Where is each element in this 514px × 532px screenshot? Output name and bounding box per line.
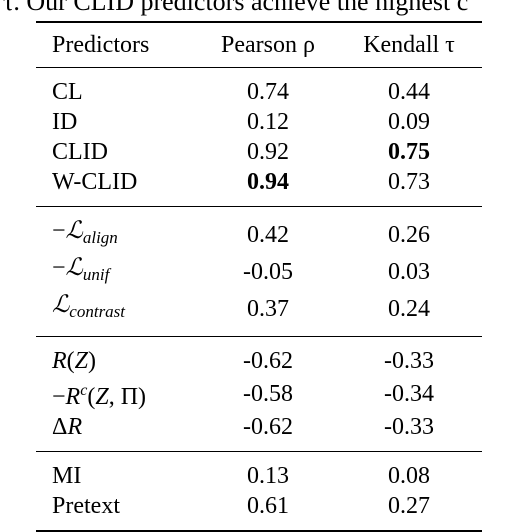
table-row: −ℒalign 0.42 0.26 [36, 206, 482, 254]
table-caption: ll τ. Our CLID predictors achieve the hi… [0, 0, 469, 16]
pearson-value: 0.37 [247, 295, 289, 322]
kendall-value: -0.33 [384, 414, 434, 440]
predictor-name: MI [52, 463, 82, 489]
predictor-name: CLID [52, 139, 108, 165]
header-row: Predictors Pearson ρ Kendall τ [36, 22, 482, 68]
table-row: W-CLID 0.94 0.73 [36, 167, 482, 207]
predictor-name: R(Z) [52, 348, 97, 374]
table-row: ΔR -0.62 -0.33 [36, 412, 482, 452]
header-predictors: Predictors [52, 32, 150, 58]
header-kendall: Kendall τ [363, 32, 455, 58]
kendall-value: -0.34 [384, 381, 434, 407]
pearson-value: 0.42 [247, 221, 289, 248]
predictor-name: −ℒunif [52, 255, 110, 284]
kendall-value: 0.08 [388, 463, 430, 489]
predictor-name: ΔR [52, 414, 83, 440]
table-row: MI 0.13 0.08 [36, 451, 482, 492]
table-row: ℒcontrast 0.37 0.24 [36, 290, 482, 337]
table-row: CL 0.74 0.44 [36, 67, 482, 108]
kendall-value: 0.26 [388, 221, 430, 248]
pearson-value: 0.13 [247, 463, 289, 489]
pearson-value: -0.62 [243, 348, 293, 374]
header-pearson: Pearson ρ [221, 32, 315, 58]
kendall-value: 0.24 [388, 295, 430, 322]
predictor-name: Pretext [52, 493, 120, 519]
predictor-name: ID [52, 109, 78, 135]
table-row: CLID 0.92 0.75 [36, 137, 482, 167]
predictor-name: −ℒalign [52, 218, 118, 247]
pearson-value: -0.58 [243, 381, 293, 407]
pearson-value-best: 0.94 [247, 169, 289, 195]
pearson-value: 0.74 [247, 79, 289, 105]
predictor-name: CL [52, 79, 83, 105]
kendall-value-best: 0.75 [388, 139, 430, 165]
table-row: ID 0.12 0.09 [36, 107, 482, 137]
kendall-value: 0.09 [388, 109, 430, 135]
kendall-value: 0.27 [388, 493, 430, 519]
kendall-value: 0.03 [388, 258, 430, 285]
kendall-value: 0.73 [388, 169, 430, 195]
predictor-name: ℒcontrast [52, 292, 126, 321]
kendall-value: 0.44 [388, 79, 430, 105]
pearson-value: 0.61 [247, 493, 289, 519]
pearson-value: -0.62 [243, 414, 293, 440]
pearson-value: 0.12 [247, 109, 289, 135]
table-row: Pretext 0.61 0.27 [36, 491, 482, 531]
table-row: R(Z) -0.62 -0.33 [36, 336, 482, 377]
predictor-name: −Rc(Z, Π) [52, 382, 147, 410]
table-row: −ℒunif -0.05 0.03 [36, 253, 482, 290]
kendall-value: -0.33 [384, 348, 434, 374]
pearson-value: -0.05 [243, 258, 293, 285]
table-row: −Rc(Z, Π) -0.58 -0.34 [36, 376, 482, 412]
predictor-name: W-CLID [52, 169, 138, 195]
results-table: Predictors Pearson ρ Kendall τ CL 0.74 0… [36, 21, 482, 532]
pearson-value: 0.92 [247, 139, 289, 165]
